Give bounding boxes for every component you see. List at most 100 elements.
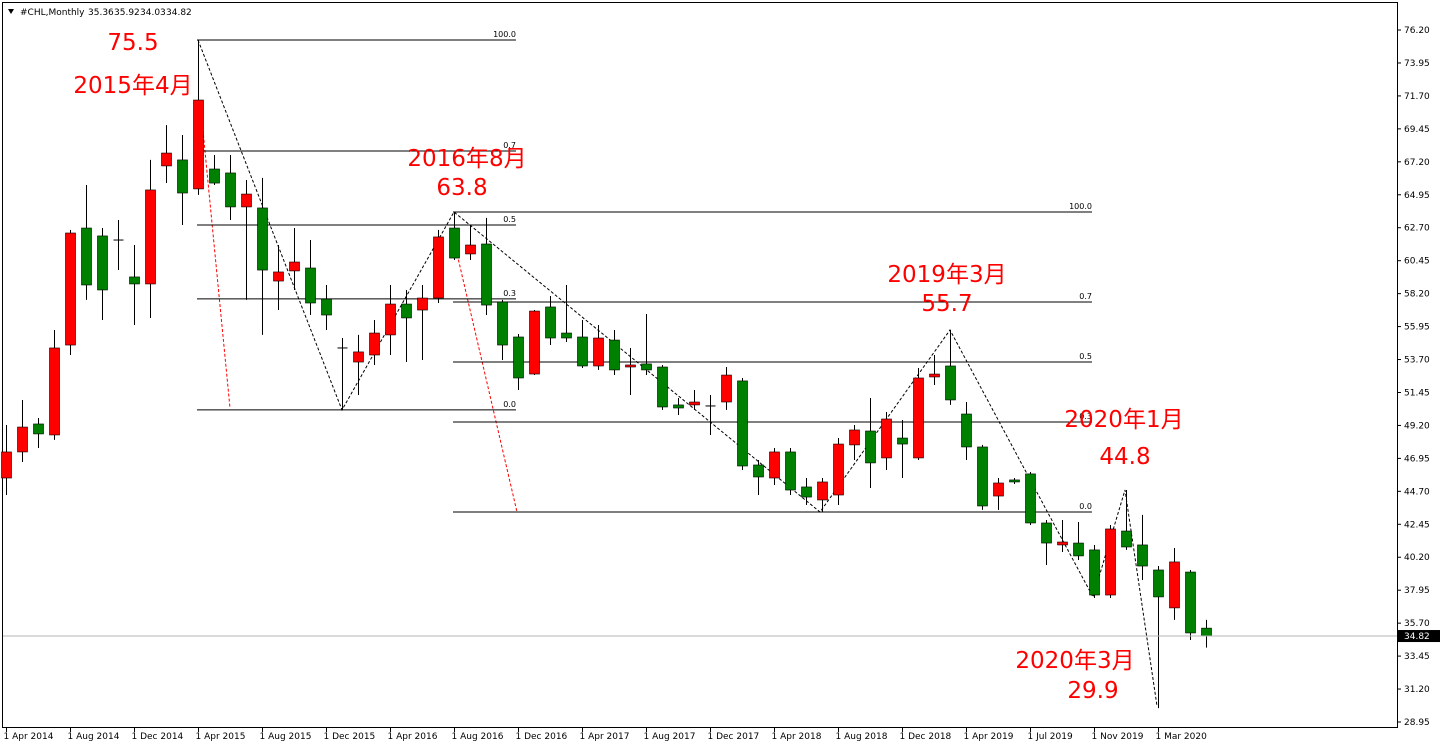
y-tick-label: 69.45: [1404, 125, 1430, 135]
candle-body: [481, 243, 492, 306]
fib-trend: [454, 244, 518, 513]
candle-body: [1185, 571, 1196, 634]
candle-body: [465, 244, 476, 255]
candle-body: [801, 486, 812, 498]
y-tick-label: 67.20: [1404, 158, 1430, 168]
candle-body: [721, 374, 732, 403]
y-tick-label: 55.95: [1404, 323, 1430, 333]
candle-body: [1, 451, 12, 479]
candle-body: [33, 423, 44, 435]
candle-body: [897, 437, 908, 445]
fib-label: 0.3: [1079, 412, 1092, 421]
candle-body: [1201, 627, 1212, 637]
x-tick-label: 1 Apr 2014: [4, 732, 54, 742]
candle-body: [449, 227, 460, 259]
x-tick-label: 1 Aug 2014: [68, 732, 120, 742]
annotation: 2020年1月: [1064, 407, 1183, 433]
x-tick-label: 1 Aug 2016: [452, 732, 504, 742]
y-tick-label: 76.20: [1404, 26, 1430, 36]
fib-label: 0.7: [503, 141, 516, 150]
candle-body: [577, 336, 588, 367]
fib-label: 0.3: [503, 289, 516, 298]
candle-body: [689, 401, 700, 406]
candle-body: [49, 347, 60, 436]
candle-body: [561, 332, 572, 339]
menu-arrow: [8, 9, 14, 14]
candle-body: [1089, 549, 1100, 596]
candle-body: [737, 380, 748, 467]
annotation: 44.8: [1099, 444, 1150, 470]
candle-body: [753, 464, 764, 478]
candle-body: [865, 430, 876, 464]
candle-body: [1073, 542, 1084, 557]
candle-body: [65, 232, 76, 346]
candle-body: [177, 159, 188, 194]
candle-body: [209, 168, 220, 184]
candle-body: [913, 377, 924, 459]
y-tick-label: 71.70: [1404, 92, 1430, 102]
x-tick-label: 1 Aug 2018: [836, 732, 888, 742]
fib-label: 0.7: [1079, 292, 1092, 301]
candle-body: [833, 443, 844, 496]
annotation: 55.7: [921, 291, 972, 317]
candle-body: [641, 363, 652, 371]
candle-body: [241, 193, 252, 208]
y-tick-label: 62.70: [1404, 224, 1430, 234]
candle-body: [545, 306, 556, 339]
candle-body: [369, 332, 380, 356]
price-box: [1398, 630, 1440, 643]
y-tick-label: 60.45: [1404, 257, 1430, 267]
x-tick-label: 1 Dec 2016: [516, 732, 568, 742]
candle-body: [785, 451, 796, 491]
candle-body: [289, 261, 300, 272]
candle-body: [529, 310, 540, 375]
fib-label: 0.5: [503, 215, 516, 224]
x-tick-label: 1 Apr 2019: [964, 732, 1014, 742]
candle-body: [1025, 473, 1036, 524]
y-tick-label: 73.95: [1404, 59, 1430, 69]
candle-body: [945, 365, 956, 401]
candle-body: [225, 172, 236, 208]
candle-body: [1169, 561, 1180, 609]
candle-body: [977, 446, 988, 507]
candle-body: [1121, 530, 1132, 548]
x-tick-label: 1 Nov 2019: [1092, 732, 1144, 742]
zigzag: [197, 39, 1158, 707]
x-tick-label: 1 Apr 2015: [196, 732, 246, 742]
candle-body: [193, 99, 204, 190]
x-tick-label: 1 Dec 2014: [132, 732, 184, 742]
candle-body: [385, 303, 396, 336]
y-tick-label: 35.70: [1404, 619, 1430, 629]
candle-body: [609, 339, 620, 371]
candle-body: [961, 413, 972, 448]
candle-body: [593, 337, 604, 367]
candle-body: [1153, 569, 1164, 598]
candle-body: [1041, 522, 1052, 544]
fib-label: 100.0: [1069, 202, 1092, 211]
symbol: #CHL,Monthly: [20, 8, 85, 18]
candle-body: [81, 227, 92, 286]
candle-body: [353, 351, 364, 363]
header-open: 35.36: [88, 8, 114, 18]
candle-body: [1105, 528, 1116, 596]
candle-body: [849, 429, 860, 446]
candle-body: [129, 276, 140, 285]
candle-body: [993, 482, 1004, 497]
x-tick-label: 1 Aug 2015: [260, 732, 312, 742]
annotation: 2020年3月: [1015, 648, 1134, 674]
annotation: 29.9: [1067, 678, 1118, 704]
x-tick-label: 1 Dec 2015: [324, 732, 376, 742]
candle-body: [929, 373, 940, 378]
y-tick-label: 37.95: [1404, 586, 1430, 596]
x-tick-label: 1 Dec 2018: [900, 732, 952, 742]
fib-label: 0.5: [1079, 352, 1092, 361]
fib-label: 0.0: [1079, 502, 1092, 511]
candle-body: [497, 301, 508, 346]
candle-body: [817, 481, 828, 501]
fib-label: 0.0: [503, 400, 516, 409]
candle-body: [1057, 541, 1068, 546]
y-tick-label: 31.20: [1404, 685, 1430, 695]
candle-body: [321, 298, 332, 316]
